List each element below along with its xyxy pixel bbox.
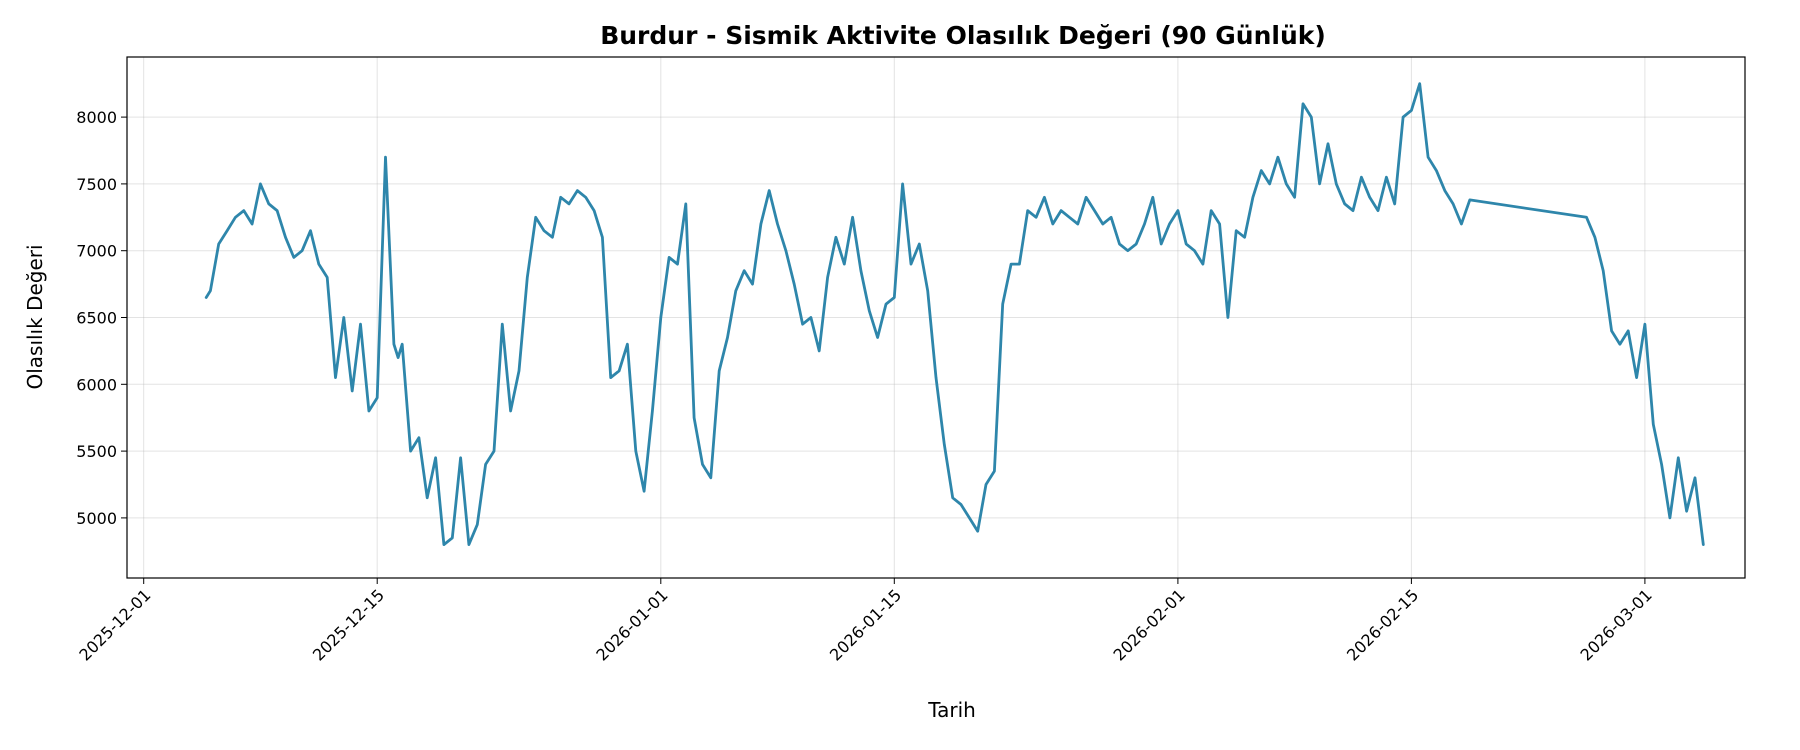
- x-tick-label: 2025-12-01: [75, 585, 154, 664]
- y-tick-label: 6500: [76, 309, 117, 328]
- x-tick-label: 2025-12-15: [309, 585, 388, 664]
- chart-title: Burdur - Sismik Aktivite Olasılık Değeri…: [600, 21, 1326, 50]
- y-tick-label: 5000: [76, 509, 117, 528]
- x-tick-label: 2026-01-15: [826, 585, 905, 664]
- y-tick-label: 6000: [76, 375, 117, 394]
- y-tick-label: 5500: [76, 442, 117, 461]
- x-tick-label: 2026-02-15: [1343, 585, 1422, 664]
- x-tick-label: 2026-01-01: [592, 585, 671, 664]
- series-line: [204, 82, 1705, 546]
- ticks: 5000 5500 6000 6500 7000 7500 8000 2025-12-01 20…: [75, 108, 1655, 664]
- y-tick-label: 8000: [76, 108, 117, 127]
- y-axis-label: Olasılık Değeri: [23, 244, 47, 389]
- x-tick-label: 2026-02-01: [1110, 585, 1189, 664]
- y-tick-label: 7500: [76, 175, 117, 194]
- x-axis-label: Tarih: [927, 698, 976, 722]
- x-tick-label: 2026-03-01: [1577, 585, 1656, 664]
- y-tick-label: 7000: [76, 242, 117, 261]
- series-layer: [204, 82, 1705, 546]
- grid: [127, 57, 1745, 578]
